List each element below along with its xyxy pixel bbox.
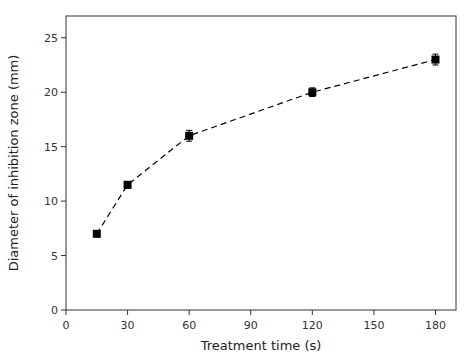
- y-tick: [61, 146, 66, 147]
- error-bar: [94, 231, 100, 238]
- x-tick: [127, 310, 128, 315]
- x-tick: [312, 310, 313, 315]
- y-tick-label: 0: [51, 304, 58, 317]
- y-tick-label: 10: [44, 195, 58, 208]
- x-tick-label: 180: [425, 319, 446, 332]
- chart: 0 30 60 90 120 150 180 0 5 10 15 20 25 Treatment time…: [0, 0, 474, 362]
- y-tick: [61, 310, 66, 311]
- x-tick-label: 0: [63, 319, 70, 332]
- x-tick-label: 60: [182, 319, 196, 332]
- error-bar: [309, 88, 315, 97]
- x-axis-label: Treatment time (s): [200, 338, 322, 353]
- data-point: [93, 230, 101, 238]
- y-tick-label: 5: [51, 250, 58, 263]
- plot-frame: [66, 16, 456, 310]
- y-tick: [61, 255, 66, 256]
- y-tick-label: 15: [44, 141, 58, 154]
- series: [93, 54, 440, 238]
- data-point: [185, 132, 193, 140]
- data-point: [431, 56, 439, 64]
- error-bar: [186, 130, 192, 141]
- y-tick: [61, 92, 66, 93]
- x-tick: [373, 310, 374, 315]
- y-tick: [61, 201, 66, 202]
- x-tick-label: 150: [363, 319, 384, 332]
- error-bar: [125, 182, 131, 189]
- x-tick-label: 30: [121, 319, 135, 332]
- y-axis: 0 5 10 15 20 25: [44, 32, 66, 317]
- data-point: [308, 88, 316, 96]
- x-axis: 0 30 60 90 120 150 180: [63, 310, 446, 332]
- x-tick: [250, 310, 251, 315]
- x-tick: [435, 310, 436, 315]
- y-axis-label: Diameter of inhibition zone (mm): [6, 55, 21, 272]
- y-tick-label: 25: [44, 32, 58, 45]
- data-line: [97, 60, 436, 234]
- x-tick-label: 90: [244, 319, 258, 332]
- data-point: [124, 181, 132, 189]
- x-tick: [189, 310, 190, 315]
- y-tick-label: 20: [44, 86, 58, 99]
- error-bar: [432, 54, 438, 65]
- x-tick-label: 120: [302, 319, 323, 332]
- x-tick: [66, 310, 67, 315]
- y-tick: [61, 37, 66, 38]
